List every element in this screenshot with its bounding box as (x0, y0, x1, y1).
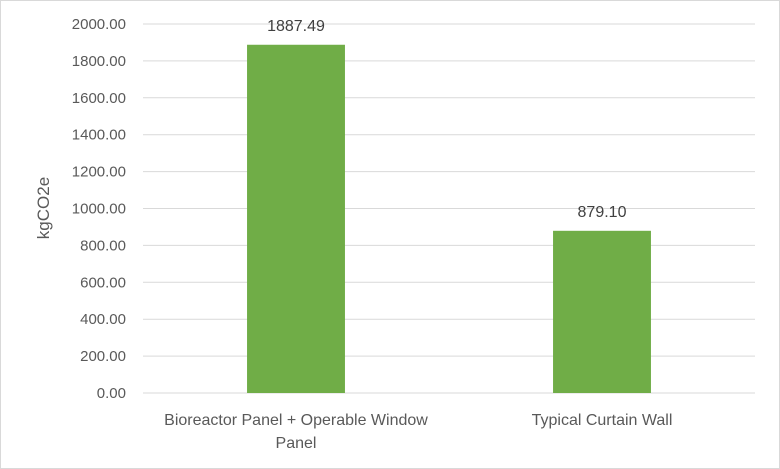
y-tick-label: 1800.00 (72, 53, 126, 70)
y-tick-label: 0.00 (97, 385, 126, 402)
y-tick-label: 2000.00 (72, 16, 126, 33)
y-tick-label: 800.00 (80, 237, 126, 254)
y-tick-label: 600.00 (80, 274, 126, 291)
data-label: 879.10 (578, 204, 627, 221)
y-axis-title: kgCO2e (34, 177, 53, 239)
data-labels: 1887.49 879.10 (267, 18, 626, 221)
y-tick-label: 200.00 (80, 348, 126, 365)
y-tick-label: 400.00 (80, 311, 126, 328)
x-category-label: Typical Curtain Wall (532, 412, 673, 429)
bars (247, 44, 651, 394)
y-tick-label: 1400.00 (72, 127, 126, 144)
x-axis-category-labels: Bioreactor Panel + Operable Window Panel T… (164, 412, 672, 452)
data-label: 1887.49 (267, 18, 325, 35)
y-tick-label: 1200.00 (72, 164, 126, 181)
y-tick-label: 1600.00 (72, 90, 126, 107)
y-tick-label: 1000.00 (72, 201, 126, 218)
bar (553, 230, 651, 393)
x-category-label: Bioreactor Panel + Operable Window Panel (164, 412, 428, 452)
gridlines (143, 23, 755, 394)
bar (247, 44, 345, 394)
y-axis-tick-labels: 0.00 200.00 400.00 600.00 800.00 1000.00 1200.… (72, 16, 126, 402)
